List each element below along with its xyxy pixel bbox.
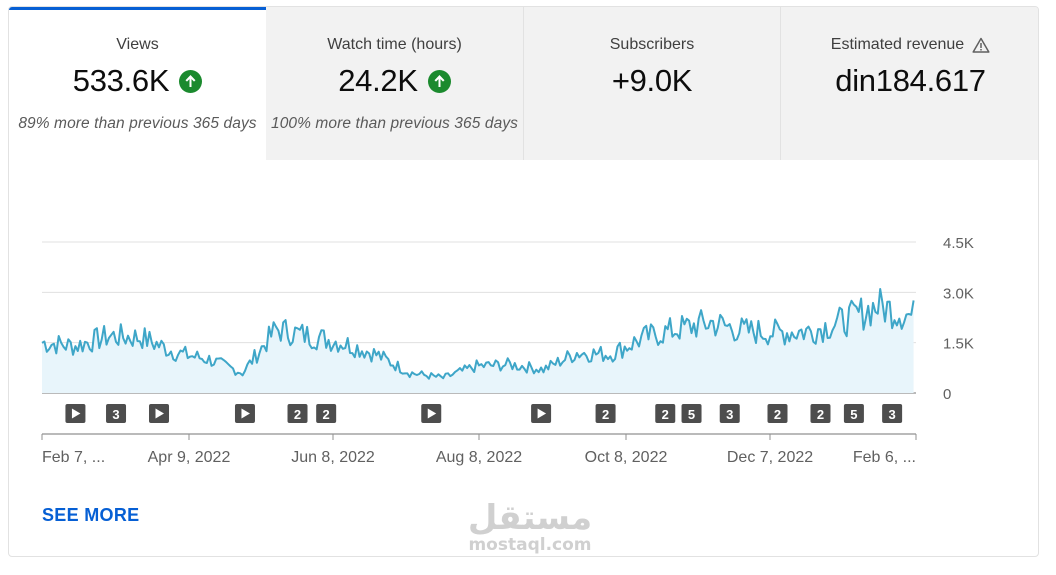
video-published-marker[interactable]	[149, 404, 170, 423]
video-count-marker[interactable]: 3	[882, 404, 903, 423]
watch-time-comparison: 100% more than previous 365 days	[270, 115, 519, 132]
x-axis: Feb 7, ... Apr 9, 2022 Jun 8, 2022 Aug 8, 2…	[41, 433, 917, 466]
series-line	[41, 288, 915, 380]
video-count-marker[interactable]: 2	[767, 404, 788, 423]
marker-count: 5	[850, 407, 857, 422]
video-count-marker[interactable]: 3	[719, 404, 740, 423]
arrow-up-circle-icon	[179, 69, 203, 93]
video-published-marker[interactable]	[421, 404, 442, 423]
y-tick-label: 1.5K	[943, 336, 974, 353]
x-tick-label: Dec 7, 2022	[727, 449, 813, 466]
x-tick-label: Feb 6, ...	[853, 449, 916, 466]
warning-icon[interactable]	[972, 37, 990, 53]
video-published-marker[interactable]	[531, 404, 552, 423]
views-comparison: 89% more than previous 365 days	[18, 115, 257, 132]
video-count-marker[interactable]: 5	[843, 404, 864, 423]
video-published-marker[interactable]	[65, 404, 86, 423]
chart-svg: 0 1.5K 3.0K 4.5K 3 2 2 2 2 5 3 2 2 5 3 Feb 7, ... Apr …	[41, 235, 974, 466]
views-value: 533.6K	[72, 63, 170, 98]
tab-subscribers[interactable]: Subscribers +9.0K	[524, 7, 781, 160]
marker-count: 3	[112, 407, 119, 422]
marker-count: 2	[602, 407, 609, 422]
tab-views[interactable]: Views 533.6K 89% more than previous 365 …	[9, 7, 266, 160]
marker-count: 5	[688, 407, 695, 422]
tab-label: Views	[116, 36, 159, 53]
marker-count: 2	[662, 407, 669, 422]
arrow-up-circle-icon	[427, 69, 451, 93]
y-tick-label: 0	[943, 386, 951, 403]
marker-count: 3	[889, 407, 896, 422]
play-icon	[155, 408, 165, 419]
marker-count: 2	[774, 407, 781, 422]
analytics-card: Views 533.6K 89% more than previous 365 …	[8, 6, 1039, 557]
video-count-marker[interactable]: 2	[595, 404, 616, 423]
tab-value-row: 24.2K	[266, 63, 523, 99]
tab-label: Subscribers	[609, 36, 695, 53]
see-more-link[interactable]: SEE MORE	[42, 505, 140, 525]
video-count-marker[interactable]: 5	[681, 404, 702, 423]
x-tick-label: Jun 8, 2022	[291, 449, 375, 466]
tab-estimated-revenue[interactable]: Estimated revenue din184.617	[781, 7, 1038, 160]
video-count-marker[interactable]: 2	[655, 404, 676, 423]
metric-tabs: Views 533.6K 89% more than previous 365 …	[9, 7, 1038, 160]
watch-time-value: 24.2K	[338, 63, 418, 98]
tab-label: Estimated revenue	[830, 36, 965, 53]
marker-count: 3	[726, 407, 733, 422]
x-tick-label: Feb 7, ...	[42, 449, 105, 466]
x-tick-label: Aug 8, 2022	[436, 449, 522, 466]
play-icon	[537, 408, 547, 419]
marker-count: 2	[817, 407, 824, 422]
tab-label: Watch time (hours)	[327, 36, 462, 53]
marker-count: 2	[294, 407, 301, 422]
subscribers-value: +9.0K	[611, 63, 693, 98]
play-icon	[427, 408, 437, 419]
x-tick-label: Apr 9, 2022	[148, 449, 231, 466]
area-layer	[41, 288, 915, 393]
play-icon	[71, 408, 81, 419]
revenue-value: din184.617	[835, 63, 986, 98]
tab-watch-time[interactable]: Watch time (hours) 24.2K 100% more than …	[266, 7, 524, 160]
video-published-marker[interactable]	[234, 404, 255, 423]
marker-count: 2	[323, 407, 330, 422]
video-count-marker[interactable]: 2	[287, 404, 308, 423]
tab-value-row: +9.0K	[524, 63, 780, 99]
tab-label-row: Estimated revenue	[781, 36, 1038, 54]
y-tick-label: 3.0K	[943, 285, 974, 302]
annotation-markers: 3 2 2 2 2 5 3 2 2 5 3	[65, 404, 903, 423]
y-axis-ticks: 0 1.5K 3.0K 4.5K	[943, 235, 974, 403]
tab-value-row: din184.617	[781, 63, 1038, 99]
video-count-marker[interactable]: 3	[106, 404, 127, 423]
video-count-marker[interactable]: 2	[316, 404, 337, 423]
y-tick-label: 4.5K	[943, 235, 974, 252]
tab-value-row: 533.6K	[9, 63, 266, 99]
play-icon	[241, 408, 250, 419]
x-tick-label: Oct 8, 2022	[585, 449, 668, 466]
video-count-marker[interactable]: 2	[810, 404, 831, 423]
series-area	[42, 289, 914, 393]
views-chart: 0 1.5K 3.0K 4.5K 3 2 2 2 2 5 3 2 2 5 3 Feb 7, ... Apr …	[9, 160, 1038, 470]
